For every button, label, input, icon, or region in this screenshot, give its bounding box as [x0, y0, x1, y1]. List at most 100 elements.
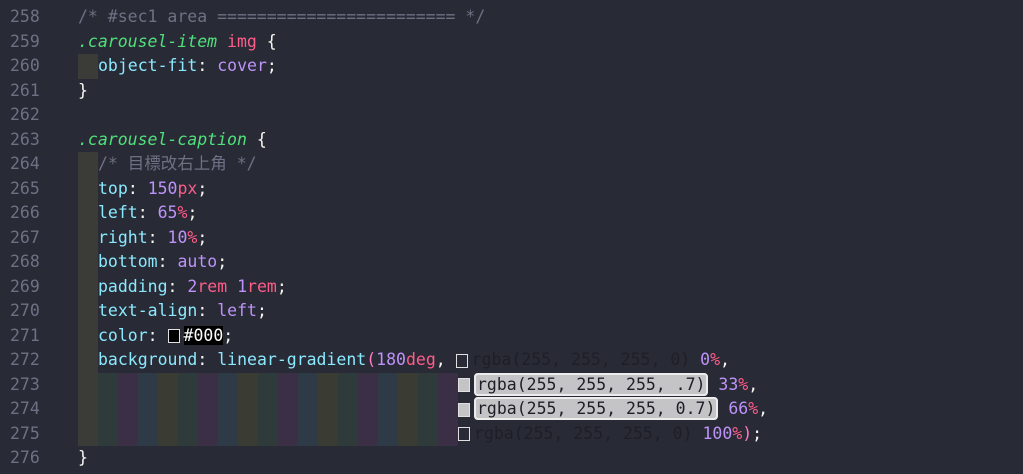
code-token: right	[98, 227, 148, 247]
color-swatch-icon[interactable]	[458, 378, 470, 392]
line-number: 263	[10, 129, 40, 149]
code-token: padding	[98, 276, 168, 296]
code-line[interactable]: 265 top: 150px;	[0, 176, 1023, 201]
code-token: object-fit	[98, 56, 198, 75]
code-token	[718, 399, 728, 418]
color-swatch-icon[interactable]	[455, 353, 468, 368]
indent-guide	[78, 299, 98, 324]
code-line[interactable]: 275 rgba(255, 255, 255, 0) 100%);	[0, 421, 1023, 446]
code-line[interactable]: 267 right: 10%;	[0, 225, 1023, 250]
code-line[interactable]: 260 object-fit: cover;	[0, 54, 1023, 79]
code-token: rgba(255, 255, 255, 0)	[474, 423, 693, 443]
code-token: ;	[256, 301, 267, 320]
code-token: %	[710, 350, 721, 369]
indent-guide	[78, 323, 98, 348]
indent-guide	[78, 201, 98, 226]
code-token: img	[217, 31, 257, 51]
color-swatch-icon[interactable]	[458, 427, 470, 441]
code-text: top: 150px;	[78, 176, 208, 201]
code-line[interactable]: 271 color: #000;	[0, 323, 1023, 348]
code-token: (	[366, 350, 377, 369]
code-line[interactable]: 258 /* #sec1 area =======================…	[0, 5, 1023, 30]
code-token: 2	[187, 276, 198, 296]
code-text: rgba(255, 255, 255, 0.7) 66%,	[78, 397, 768, 422]
code-token: :	[147, 227, 168, 247]
code-token: left	[217, 301, 257, 320]
code-text: background: linear-gradient(180deg, rgba…	[78, 348, 730, 373]
code-token: 180	[376, 350, 406, 369]
code-text: /* 目標改右上角 */	[78, 152, 257, 177]
code-token: %	[187, 227, 198, 247]
code-line[interactable]: 274 rgba(255, 255, 255, 0.7) 66%,	[0, 397, 1023, 422]
code-text: text-align: left;	[78, 299, 267, 324]
line-number: 270	[10, 301, 40, 320]
code-line[interactable]: 273 rgba(255, 255, 255, .7) 33%,	[0, 372, 1023, 397]
code-line[interactable]: 266 left: 65%;	[0, 201, 1023, 226]
code-text: rgba(255, 255, 255, 0) 100%);	[78, 421, 762, 446]
code-token: ;	[197, 178, 208, 198]
line-number: 271	[10, 325, 40, 345]
code-token: cover	[217, 56, 267, 75]
line-number: 262	[10, 105, 40, 124]
line-number: 273	[10, 374, 40, 394]
code-token: :	[127, 178, 148, 198]
code-token	[693, 424, 703, 443]
code-token: {	[246, 129, 267, 149]
code-token: 150	[147, 178, 178, 198]
code-token: ;	[266, 56, 277, 75]
code-text: bottom: auto;	[78, 250, 227, 275]
indent-guide	[78, 152, 98, 177]
code-line[interactable]: 263 .carousel-caption {	[0, 128, 1023, 153]
code-token: :	[197, 301, 218, 320]
code-text: color: #000;	[78, 323, 233, 348]
code-token: ;	[197, 227, 208, 247]
code-token: ;	[276, 276, 287, 296]
code-line[interactable]: 259 .carousel-item img {	[0, 30, 1023, 55]
code-token: 100	[702, 423, 733, 443]
indent-guide	[78, 372, 98, 397]
code-text: }	[78, 446, 88, 471]
code-line[interactable]: 264 /* 目標改右上角 */	[0, 152, 1023, 177]
line-number: 261	[10, 80, 40, 100]
line-number: 266	[10, 203, 40, 222]
indent-guide	[78, 176, 98, 201]
code-token: .carousel-item	[78, 31, 218, 51]
code-text: object-fit: cover;	[78, 54, 277, 79]
code-token: top	[98, 178, 128, 198]
code-token	[708, 375, 718, 394]
code-token: :	[197, 56, 218, 75]
code-text: }	[78, 79, 88, 104]
code-line[interactable]: 268 bottom: auto;	[0, 250, 1023, 275]
code-token: :	[147, 325, 168, 345]
code-token: rem	[247, 276, 277, 296]
line-number: 276	[10, 448, 40, 467]
code-token: :	[137, 203, 158, 222]
code-line[interactable]: 262	[0, 103, 1023, 128]
code-line[interactable]: 272 background: linear-gradient(180deg, r…	[0, 348, 1023, 373]
code-line[interactable]: 270 text-align: left;	[0, 299, 1023, 324]
code-token: linear-gradient	[217, 350, 367, 369]
code-token: }	[78, 448, 88, 467]
code-token: ,	[435, 350, 456, 369]
color-swatch-icon[interactable]	[167, 329, 180, 343]
code-line[interactable]: 276}	[0, 446, 1023, 471]
code-token: rem	[197, 276, 228, 296]
line-number: 274	[10, 399, 40, 418]
code-token: /* 目標改右上角 */	[98, 154, 257, 173]
code-token: px	[177, 178, 198, 198]
code-line[interactable]: 261}	[0, 79, 1023, 104]
code-text: right: 10%;	[78, 225, 208, 250]
code-token: %	[177, 203, 188, 222]
code-token: rgba(255, 255, 255, 0.7)	[474, 397, 719, 420]
code-token: auto	[177, 252, 218, 271]
line-number: 259	[10, 31, 40, 51]
code-line[interactable]: 269 padding: 2rem 1rem;	[0, 274, 1023, 299]
code-token: %	[732, 423, 743, 443]
code-token: :	[157, 252, 178, 271]
indent-rainbow	[98, 397, 458, 422]
code-text: rgba(255, 255, 255, .7) 33%,	[78, 372, 758, 397]
color-swatch-icon[interactable]	[458, 402, 470, 417]
indent-guide	[78, 348, 98, 373]
code-token: ;	[217, 252, 228, 271]
